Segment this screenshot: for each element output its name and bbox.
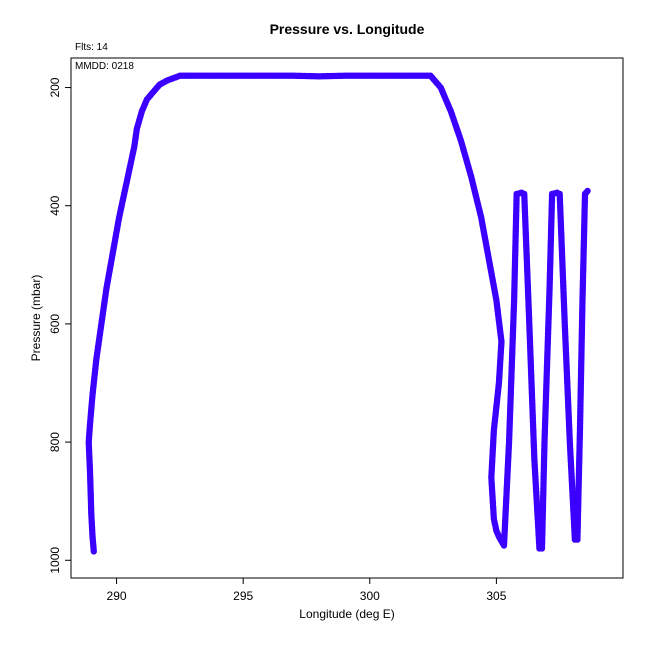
y-tick-label: 400: [48, 195, 62, 215]
y-tick-label: 600: [48, 314, 62, 334]
flights-annotation: Flts: 14: [75, 42, 108, 53]
x-tick-label: 290: [107, 589, 127, 603]
y-tick-label: 800: [48, 432, 62, 452]
x-tick-label: 295: [233, 589, 253, 603]
x-axis-label: Longitude (deg E): [299, 607, 394, 621]
data-points: [85, 72, 591, 555]
y-tick-label: 1000: [48, 547, 62, 574]
y-tick-label: 200: [48, 77, 62, 97]
data-point: [584, 187, 591, 195]
x-tick-label: 305: [486, 589, 506, 603]
x-tick-label: 300: [360, 589, 380, 603]
chart-title: Pressure vs. Longitude: [270, 21, 425, 37]
y-axis-label: Pressure (mbar): [29, 275, 43, 362]
y-axis: 200 400 600 800 1000: [48, 77, 72, 574]
x-axis: 290 295 300 305: [107, 577, 507, 603]
mmdd-annotation: MMDD: 0218: [75, 61, 134, 72]
